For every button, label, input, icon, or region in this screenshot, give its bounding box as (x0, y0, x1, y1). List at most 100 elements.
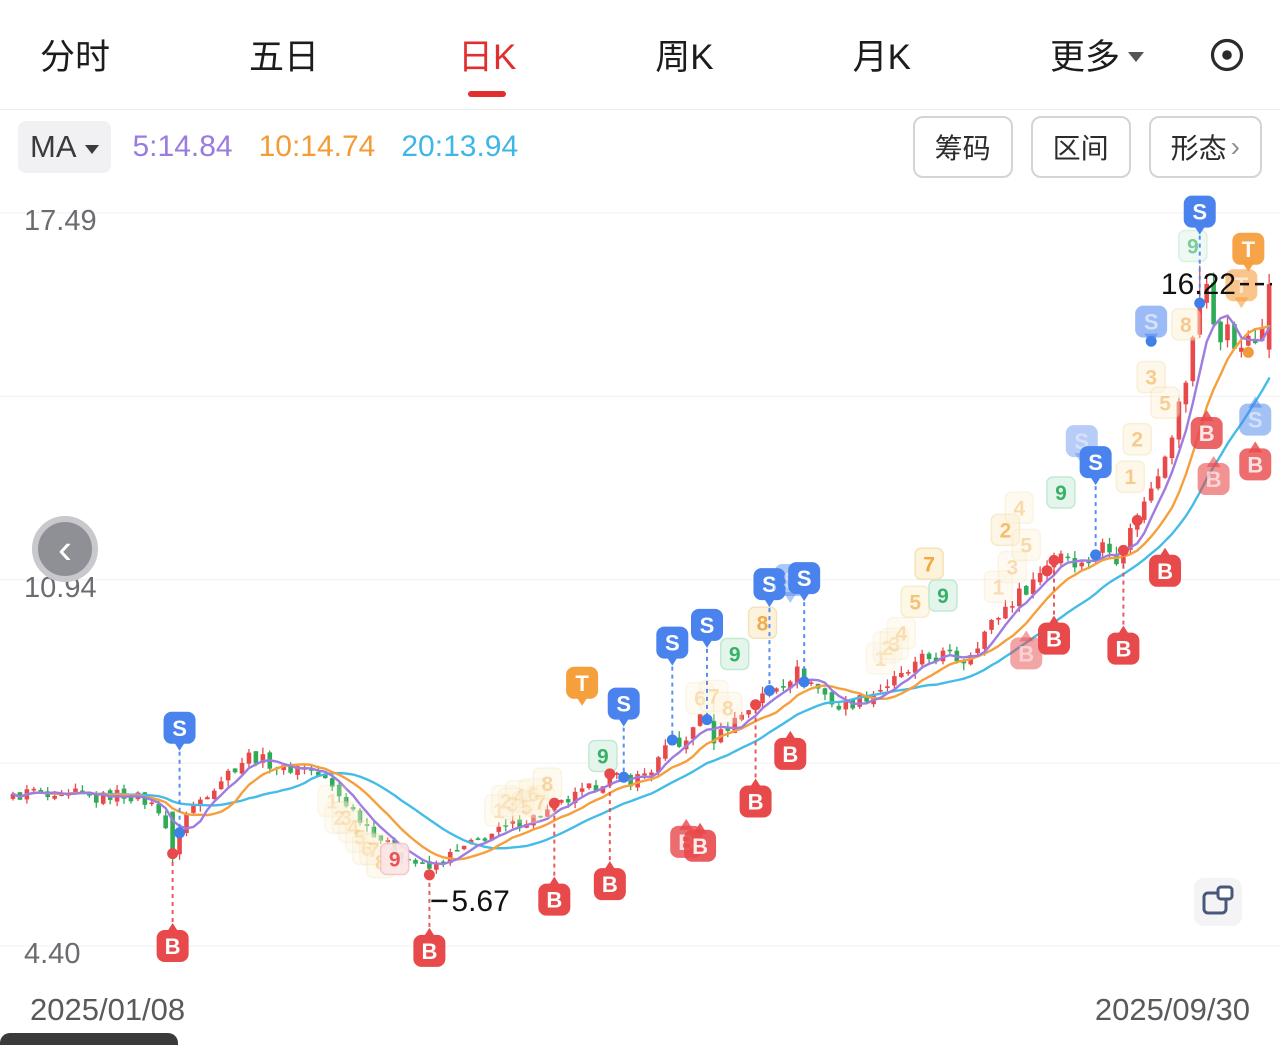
svg-text:4: 4 (895, 623, 907, 646)
svg-text:S: S (1144, 310, 1159, 335)
svg-text:1: 1 (326, 790, 338, 813)
svg-text:16.22: 16.22 (1161, 268, 1236, 301)
svg-text:7: 7 (535, 791, 547, 814)
chart-tool-buttons: 筹码 区间 形态 › (912, 116, 1262, 178)
svg-text:S: S (1088, 450, 1103, 475)
svg-text:9: 9 (597, 746, 609, 769)
svg-text:2: 2 (333, 807, 345, 830)
svg-text:S: S (762, 572, 777, 597)
svg-text:6: 6 (694, 688, 706, 711)
svg-text:B: B (1157, 559, 1173, 584)
svg-text:S: S (1248, 408, 1263, 433)
svg-text:B: B (1018, 641, 1034, 666)
svg-text:4: 4 (347, 816, 359, 839)
svg-text:B: B (782, 742, 798, 767)
svg-text:B: B (1206, 467, 1222, 492)
svg-text:B: B (1115, 637, 1131, 662)
svg-text:7: 7 (368, 839, 380, 862)
tab-five-day[interactable]: 五日 (248, 38, 319, 77)
bottom-sheet-peek[interactable] (0, 1033, 178, 1045)
start-date-label: 2025/01/08 (30, 992, 186, 1027)
svg-text:5: 5 (521, 796, 533, 819)
svg-text:3: 3 (1145, 367, 1157, 390)
svg-text:2: 2 (1131, 429, 1143, 452)
chevron-right-icon: › (1230, 131, 1240, 162)
svg-text:1: 1 (493, 800, 505, 823)
svg-text:3: 3 (507, 793, 519, 816)
ma5-value: 5:14.84 (132, 130, 233, 163)
chart-area: 1234567891234567896789812345791234591235… (0, 184, 1280, 984)
svg-text:5: 5 (354, 826, 366, 849)
svg-text:9: 9 (389, 849, 401, 872)
expand-window-icon (1202, 885, 1234, 915)
svg-text:8: 8 (1180, 314, 1192, 337)
chips-distribution-button[interactable]: 筹码 (912, 116, 1013, 178)
svg-text:17.49: 17.49 (24, 205, 97, 237)
svg-text:9: 9 (729, 643, 741, 666)
ma-values: 5:14.84 10:14.74 20:13.94 (133, 130, 519, 164)
target-icon (1210, 38, 1244, 71)
chart-settings-button[interactable] (1204, 32, 1250, 78)
x-axis-dates: 2025/01/08 2025/09/30 (0, 984, 1280, 1036)
ma-indicator-selector[interactable]: MA (18, 121, 111, 173)
ma20-value: 20:13.94 (401, 130, 519, 163)
collapse-panel-button[interactable]: ‹ (32, 516, 98, 582)
candlestick-chart[interactable]: 1234567891234567896789812345791234591235… (0, 184, 1280, 984)
svg-text:2: 2 (882, 637, 894, 660)
svg-text:4: 4 (514, 786, 526, 809)
svg-text:B: B (692, 834, 708, 859)
svg-text:3: 3 (1007, 557, 1019, 580)
chart-period-tabbar: 分时 五日 日K 周K 月K 更多 (0, 0, 1280, 110)
svg-text:2: 2 (1000, 519, 1012, 542)
chevron-down-icon (84, 144, 99, 154)
svg-text:9: 9 (1187, 236, 1199, 259)
svg-text:B: B (602, 872, 618, 897)
svg-text:S: S (1192, 200, 1207, 225)
tab-more[interactable]: 更多 (1050, 29, 1144, 80)
svg-text:4: 4 (1013, 497, 1025, 520)
svg-text:S: S (616, 692, 631, 717)
svg-text:1: 1 (993, 576, 1005, 599)
svg-text:S: S (665, 631, 680, 656)
tab-timeshare[interactable]: 分时 (40, 38, 111, 77)
svg-text:3: 3 (340, 807, 352, 830)
svg-text:5: 5 (1159, 392, 1171, 415)
end-date-label: 2025/09/30 (1094, 992, 1250, 1027)
svg-text:S: S (700, 613, 715, 638)
range-button[interactable]: 区间 (1030, 116, 1131, 178)
tab-monthly-k[interactable]: 月K (852, 38, 911, 77)
fullscreen-button[interactable] (1194, 878, 1242, 926)
svg-text:B: B (1247, 452, 1263, 477)
svg-text:1: 1 (1124, 466, 1136, 489)
svg-text:1: 1 (875, 648, 887, 671)
svg-text:5: 5 (909, 591, 921, 614)
svg-text:B: B (421, 939, 437, 964)
tab-weekly-k[interactable]: 周K (655, 38, 714, 77)
svg-text:7: 7 (923, 553, 935, 576)
svg-text:5: 5 (1020, 534, 1032, 557)
svg-text:S: S (797, 566, 812, 591)
svg-text:T: T (575, 671, 589, 696)
svg-text:6: 6 (361, 838, 373, 861)
tab-daily-k[interactable]: 日K (458, 29, 516, 80)
svg-text:9: 9 (1055, 482, 1067, 505)
svg-text:B: B (1199, 421, 1215, 446)
chevron-left-icon: ‹ (58, 525, 72, 572)
svg-text:8: 8 (757, 612, 769, 635)
pattern-button[interactable]: 形态 › (1148, 116, 1262, 178)
svg-text:T: T (1242, 237, 1256, 262)
svg-text:4.40: 4.40 (24, 938, 80, 970)
svg-text:9: 9 (937, 585, 949, 608)
svg-text:S: S (172, 716, 187, 741)
chevron-down-icon (1127, 51, 1144, 62)
svg-text:6: 6 (528, 784, 540, 807)
svg-text:8: 8 (542, 773, 554, 796)
svg-text:2: 2 (500, 791, 512, 814)
svg-text:B: B (748, 789, 764, 814)
svg-text:5.67: 5.67 (451, 885, 509, 918)
svg-text:B: B (165, 934, 181, 959)
svg-text:B: B (1046, 627, 1062, 652)
ma10-value: 10:14.74 (258, 130, 376, 163)
svg-text:T: T (1235, 273, 1249, 298)
